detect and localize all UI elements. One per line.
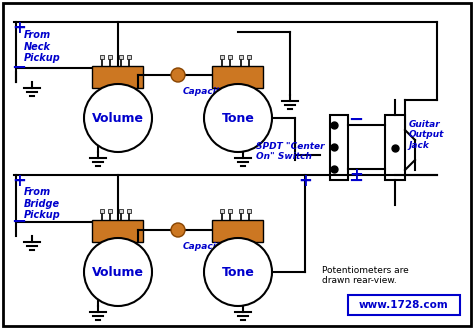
Circle shape	[171, 223, 185, 237]
Text: Potentiometers are
drawn rear-view.: Potentiometers are drawn rear-view.	[322, 266, 409, 285]
Text: Guitar
Output
Jack: Guitar Output Jack	[409, 120, 444, 150]
Text: −: −	[11, 213, 27, 231]
Bar	[238, 209, 243, 213]
Text: −: −	[11, 59, 27, 77]
Text: Volume: Volume	[92, 266, 144, 279]
Bar	[238, 55, 243, 59]
Text: −: −	[348, 111, 364, 129]
Circle shape	[171, 68, 185, 82]
Bar	[109, 209, 112, 213]
Bar	[212, 220, 264, 242]
Bar	[127, 209, 131, 213]
Bar	[118, 209, 123, 213]
Bar	[92, 66, 144, 88]
Text: +: +	[12, 172, 26, 190]
Bar	[212, 66, 264, 88]
Text: From
Bridge
Pickup: From Bridge Pickup	[24, 187, 61, 220]
Bar	[330, 115, 348, 180]
Text: Capacitor: Capacitor	[183, 87, 232, 96]
Bar	[100, 55, 104, 59]
Text: Tone: Tone	[221, 266, 255, 279]
Circle shape	[204, 238, 272, 306]
Circle shape	[204, 84, 272, 152]
Bar	[127, 55, 131, 59]
Text: +: +	[298, 172, 312, 190]
Text: Tone: Tone	[221, 112, 255, 124]
Bar	[109, 55, 112, 59]
Text: +: +	[349, 166, 363, 184]
Bar	[100, 209, 104, 213]
Text: SPDT "Center
On" Switch: SPDT "Center On" Switch	[256, 142, 325, 162]
Bar	[247, 55, 251, 59]
Bar	[247, 209, 251, 213]
Bar	[219, 209, 224, 213]
Circle shape	[84, 238, 152, 306]
Text: +: +	[12, 19, 26, 37]
Bar	[228, 55, 232, 59]
Bar	[348, 295, 460, 315]
Bar	[385, 115, 405, 180]
Bar	[118, 55, 123, 59]
Bar	[219, 55, 224, 59]
Bar	[92, 220, 144, 242]
Circle shape	[84, 84, 152, 152]
Bar	[228, 209, 232, 213]
Text: From
Neck
Pickup: From Neck Pickup	[24, 30, 61, 63]
Text: −: −	[348, 172, 364, 190]
Text: Volume: Volume	[92, 112, 144, 124]
Text: www.1728.com: www.1728.com	[359, 300, 449, 310]
Text: Capacitor: Capacitor	[183, 242, 232, 251]
